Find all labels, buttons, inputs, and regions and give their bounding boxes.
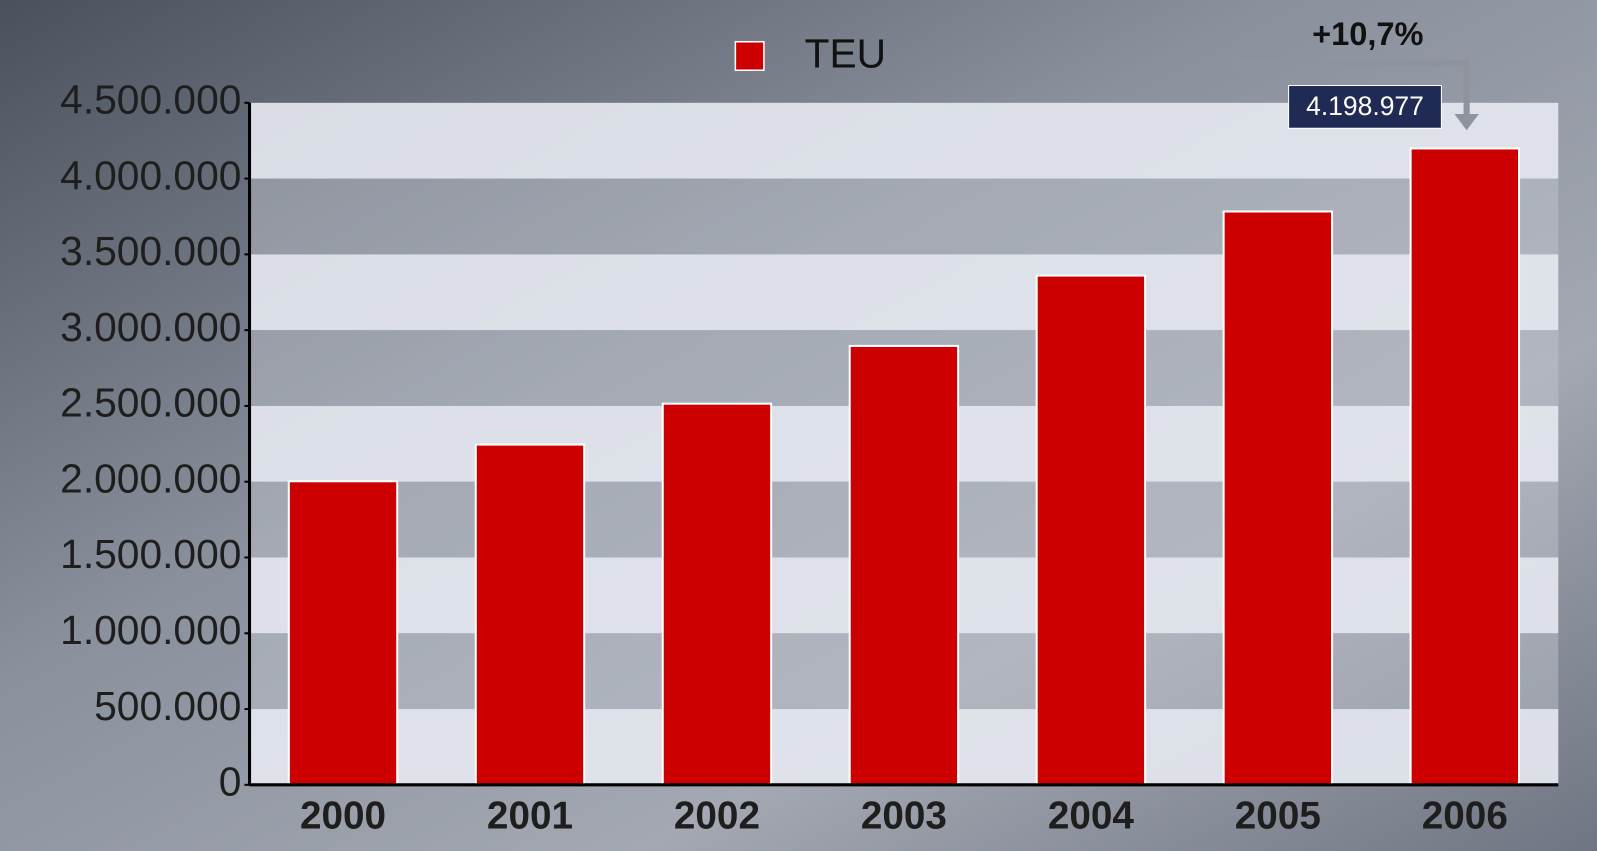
y-tick-label: 1.500.000 [60,531,241,577]
bar [474,443,586,786]
bar [1222,210,1334,786]
grid-band [249,254,1559,331]
y-tick-label: 3.000.000 [60,304,241,350]
bar [1035,274,1147,786]
x-tick-label: 2000 [300,795,386,838]
y-tick-label: 2.500.000 [60,380,241,426]
y-tick-label: 0 [219,759,242,805]
value-label: 4.198.977 [1306,91,1424,121]
x-tick-label: 2003 [861,795,947,838]
y-tick-label: 2.000.000 [60,455,241,501]
grid-band [249,178,1559,255]
x-tick-label: 2005 [1235,795,1321,838]
legend-swatch [734,40,765,72]
y-tick-label: 3.500.000 [60,228,241,274]
annotation-arrow [1235,60,1470,121]
annotation: +10,7% [1312,16,1423,52]
y-tick-label: 4.000.000 [60,152,241,198]
value-label-box [1288,84,1442,129]
bar [848,344,960,786]
y-tick-label: 1.000.000 [60,607,241,653]
x-tick-label: 2002 [674,795,760,838]
y-tick-label: 4.500.000 [60,77,241,123]
bar [287,480,399,786]
annotation-arrowhead [1454,114,1479,131]
y-tick-label: 500.000 [94,683,241,729]
legend-label: TEU [805,31,886,77]
bar [1409,147,1521,786]
x-tick-label: 2001 [487,795,573,838]
x-tick-label: 2006 [1422,795,1508,838]
bar [661,402,773,786]
x-tick-label: 2004 [1048,795,1135,838]
